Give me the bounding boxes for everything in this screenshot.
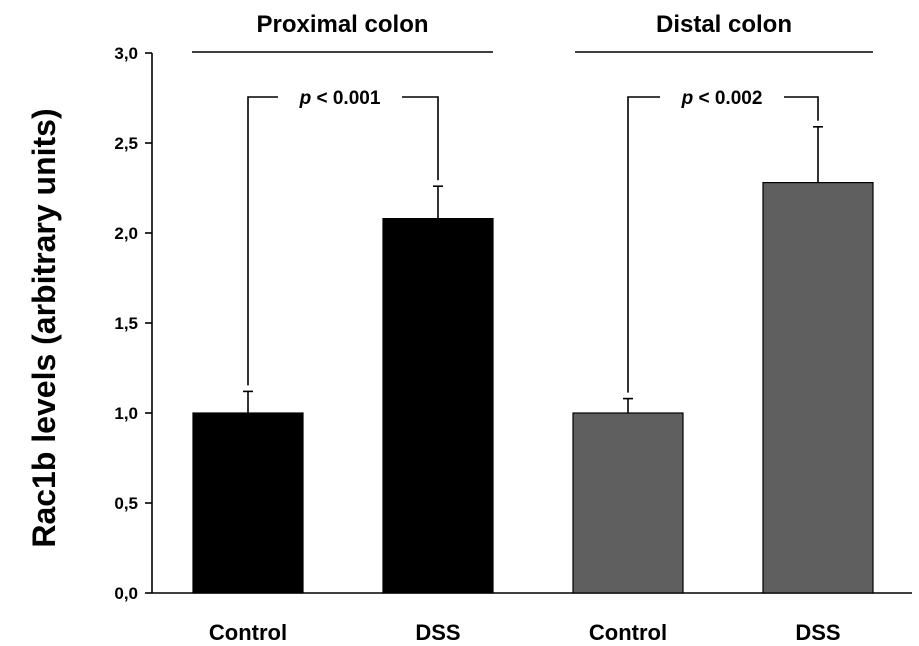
y-tick-label: 2,5: [114, 134, 138, 153]
significance-bracket: [627, 96, 660, 393]
bar: [572, 412, 684, 594]
y-tick-label: 2,0: [114, 224, 138, 243]
significance-bracket: [402, 96, 439, 181]
p-value-label: p < 0.001: [299, 88, 381, 109]
bars: [192, 126, 874, 594]
significance-bracket: [784, 96, 819, 121]
y-tick-label: 1,0: [114, 404, 138, 423]
y-axis-label-group: Rac1b levels (arbitrary units): [26, 108, 62, 547]
bar: [382, 218, 494, 594]
y-tick-label: 1,5: [114, 314, 138, 333]
bar: [762, 182, 874, 594]
x-category-label: Control: [209, 620, 287, 645]
y-tick-label: 0,5: [114, 494, 138, 513]
group-label: Distal colon: [656, 11, 792, 38]
x-category-label: DSS: [415, 620, 460, 645]
p-threshold: < 0.001: [311, 88, 381, 109]
group-label: Proximal colon: [256, 11, 428, 38]
y-tick-label: 3,0: [114, 44, 138, 63]
x-category-label: DSS: [795, 620, 840, 645]
significance-bracket: [247, 96, 278, 386]
p-value-label: p < 0.002: [681, 88, 763, 109]
x-category-label: Control: [589, 620, 667, 645]
annotations: Proximal colon p < 0.001 Distal colon p < 0…: [192, 11, 873, 393]
y-tick-label: 0,0: [114, 584, 138, 603]
p-symbol: p: [299, 88, 312, 109]
p-symbol: p: [681, 88, 694, 109]
p-threshold: < 0.002: [693, 88, 762, 109]
axes: 0,0 0,5 1,0 1,5 2,0 2,5 3,0 Control DSS Control DS…: [114, 44, 912, 645]
y-axis-label: Rac1b levels (arbitrary units): [26, 108, 62, 547]
bar: [192, 412, 304, 594]
